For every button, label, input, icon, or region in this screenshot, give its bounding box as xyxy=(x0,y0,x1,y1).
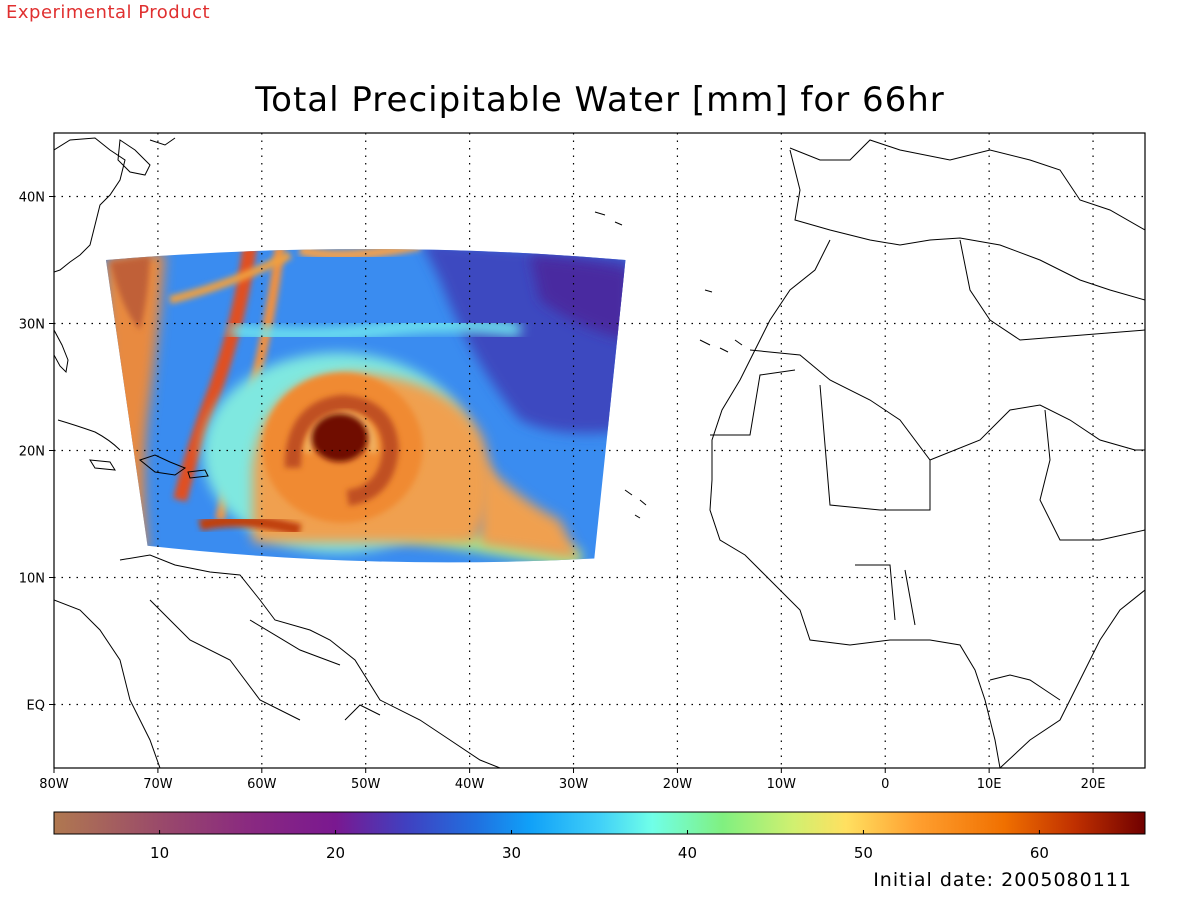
experimental-product-label: Experimental Product xyxy=(6,2,211,23)
cuba-coast xyxy=(57,419,121,451)
south-america-coast xyxy=(119,554,501,768)
tropical-cyclone-vortex xyxy=(202,352,491,553)
congo-border xyxy=(989,674,1061,701)
map-title: Total Precipitable Water [mm] for 66hr xyxy=(255,80,945,120)
lat-tick-label: 40N xyxy=(19,191,45,206)
moisture-filament-4 xyxy=(169,251,292,304)
jamaica-coast xyxy=(89,459,116,471)
graticule xyxy=(54,133,1145,768)
dry-air-core xyxy=(530,255,626,340)
lon-tick-label: 50W xyxy=(351,777,381,792)
lat-tick-label: 10N xyxy=(19,572,45,587)
canary-islands xyxy=(699,339,743,353)
colorbar-tick-label: 10 xyxy=(150,844,169,862)
madeira-island xyxy=(704,289,713,293)
colorbar-tick-label: 30 xyxy=(502,844,521,862)
latitude-tick-labels: 40N 30N 20N 10N EQ xyxy=(19,191,54,714)
africa-interior-border-1 xyxy=(749,349,1136,461)
colorbar-tick-label: 20 xyxy=(326,844,345,862)
colorbar-tick-labels: 10 20 30 40 50 60 xyxy=(150,830,1049,862)
lon-tick-label: 30W xyxy=(559,777,589,792)
lon-tick-label: 80W xyxy=(39,777,69,792)
lon-tick-label: 10W xyxy=(767,777,797,792)
lon-tick-label: 10E xyxy=(977,777,1002,792)
cape-verde-islands xyxy=(624,489,647,519)
lat-tick-label: 30N xyxy=(19,318,45,333)
lon-tick-label: 20E xyxy=(1081,777,1106,792)
nova-scotia-coast xyxy=(117,139,151,176)
precipitable-water-field xyxy=(105,249,626,563)
colorbar-tick-label: 60 xyxy=(1030,844,1049,862)
coastlines xyxy=(54,137,1145,768)
amazon-delta xyxy=(344,704,381,721)
libya-border xyxy=(959,239,1145,341)
africa-interior-border-2 xyxy=(819,384,931,511)
moisture-filament-1 xyxy=(173,249,257,502)
florida-coast xyxy=(54,329,69,374)
hispaniola-coast xyxy=(138,454,187,476)
mediterranean-coast xyxy=(789,149,1145,301)
puerto-rico-coast xyxy=(187,469,209,479)
lon-tick-label: 40W xyxy=(455,777,485,792)
europe-coast xyxy=(789,139,1145,231)
africa-west-coast xyxy=(709,239,1001,768)
south-america-inland-border xyxy=(54,599,161,768)
southeast-moist-region xyxy=(480,460,580,560)
lon-tick-label: 20W xyxy=(663,777,693,792)
moisture-filament-3 xyxy=(298,249,422,260)
lon-tick-label: 60W xyxy=(247,777,277,792)
south-america-border xyxy=(149,599,301,721)
africa-east-coast xyxy=(999,589,1145,768)
southern-moist-band xyxy=(198,515,302,536)
western-sahara-border xyxy=(710,369,796,436)
lon-tick-label: 0 xyxy=(881,777,889,792)
lon-tick-label: 70W xyxy=(143,777,173,792)
moisture-fringe-1 xyxy=(229,318,521,342)
colorbar-tick-label: 50 xyxy=(854,844,873,862)
moist-west-core xyxy=(110,256,150,330)
lat-tick-label: 20N xyxy=(19,445,45,460)
north-america-coast xyxy=(54,137,126,273)
colorbar-tick-label: 40 xyxy=(678,844,697,862)
newfoundland-coast xyxy=(149,137,176,146)
initial-date-label: Initial date: 2005080111 xyxy=(873,869,1132,891)
azores-islands xyxy=(594,211,623,226)
ghana-borders xyxy=(855,564,916,626)
guiana-border xyxy=(249,619,341,666)
longitude-tick-labels: 80W 70W 60W 50W 40W 30W 20W 10W 0 10E 20E xyxy=(39,768,1105,792)
colorbar xyxy=(53,811,1146,835)
lat-tick-label: EQ xyxy=(27,699,45,714)
africa-interior-border-3 xyxy=(1039,409,1145,541)
